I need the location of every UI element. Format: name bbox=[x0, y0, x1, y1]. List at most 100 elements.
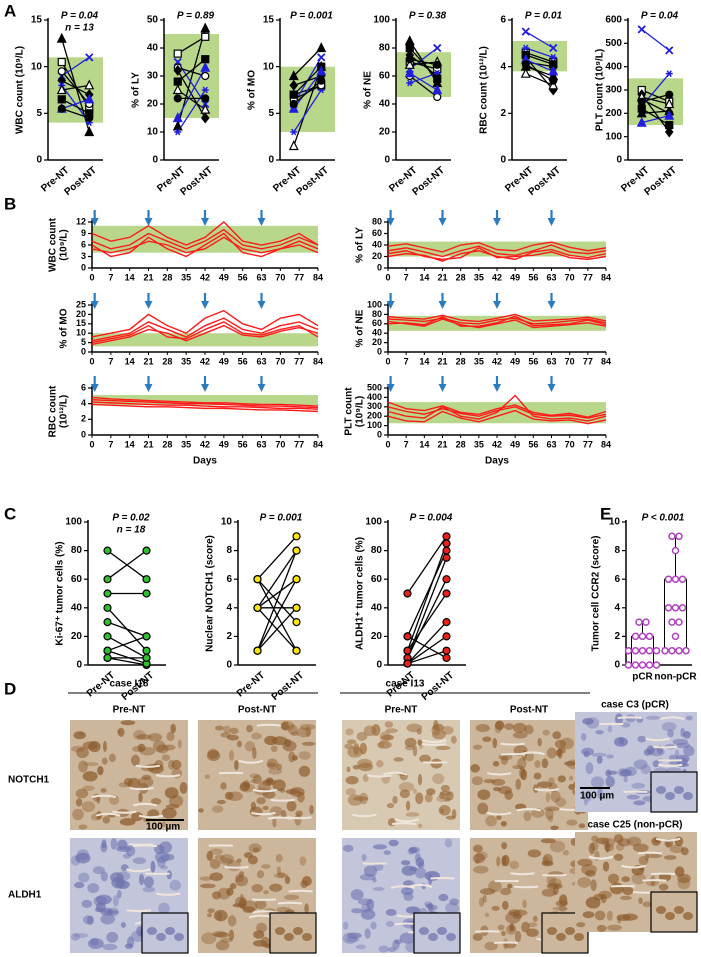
pair-line bbox=[406, 543, 448, 651]
cell bbox=[484, 912, 490, 918]
data-point bbox=[174, 128, 182, 136]
cell bbox=[668, 760, 680, 765]
data-point bbox=[289, 79, 299, 91]
data-point bbox=[201, 71, 210, 81]
cell bbox=[226, 887, 234, 896]
cell bbox=[226, 734, 239, 741]
cell bbox=[87, 882, 100, 894]
y-tick-label: 0 bbox=[377, 429, 382, 439]
data-point bbox=[433, 92, 442, 102]
pair-line bbox=[177, 67, 206, 119]
arrow-head bbox=[90, 384, 99, 392]
stroma bbox=[95, 812, 121, 817]
data-point bbox=[289, 99, 298, 109]
normal-range bbox=[512, 41, 567, 72]
cell bbox=[377, 741, 392, 749]
cell bbox=[72, 808, 84, 821]
cell bbox=[174, 933, 184, 941]
pair-line bbox=[409, 72, 438, 84]
y-axis-label: Ki-67⁺ tumor cells (%) bbox=[55, 541, 66, 645]
cell bbox=[353, 796, 369, 801]
cell bbox=[604, 844, 614, 852]
cell bbox=[536, 781, 553, 789]
cell bbox=[214, 854, 225, 860]
annotation: n = 13 bbox=[65, 23, 94, 34]
cell bbox=[76, 849, 90, 861]
series-line bbox=[91, 309, 319, 338]
y-tick-label: 0 bbox=[500, 155, 506, 166]
cell bbox=[256, 870, 265, 879]
arrow-head bbox=[547, 384, 556, 392]
data-point bbox=[317, 53, 326, 62]
cell bbox=[216, 799, 226, 805]
cell bbox=[568, 783, 575, 791]
cell bbox=[284, 876, 291, 884]
pair-line bbox=[177, 89, 206, 133]
data-point bbox=[85, 113, 94, 123]
x-tick-label: 77 bbox=[583, 439, 593, 449]
cell bbox=[597, 787, 603, 799]
cell bbox=[100, 913, 116, 925]
cell bbox=[605, 776, 615, 788]
cell bbox=[401, 865, 417, 876]
cell bbox=[658, 883, 669, 891]
x-tick-label: 63 bbox=[546, 356, 556, 366]
pair-line bbox=[406, 578, 448, 659]
pair-line bbox=[177, 66, 206, 77]
pair-line bbox=[61, 98, 90, 110]
y-axis-label: ALDH1⁺ tumor cells (%) bbox=[355, 537, 366, 650]
data-point bbox=[432, 84, 443, 95]
cell bbox=[370, 921, 377, 930]
data-point bbox=[442, 532, 451, 541]
cell bbox=[519, 767, 526, 779]
x-tick-label: 28 bbox=[456, 356, 466, 366]
data-point bbox=[675, 646, 683, 655]
data-point bbox=[549, 53, 557, 61]
cell bbox=[277, 872, 286, 878]
case-label: case I18 bbox=[110, 679, 149, 690]
y-tick-label: 6 bbox=[81, 382, 86, 392]
cell bbox=[74, 881, 85, 889]
data-point bbox=[56, 84, 67, 95]
cell bbox=[209, 848, 223, 855]
y-axis-label: PLT count bbox=[344, 387, 355, 436]
data-point bbox=[316, 42, 327, 53]
arrow-head bbox=[257, 384, 266, 392]
cell bbox=[557, 747, 563, 759]
data-point bbox=[642, 618, 650, 626]
pair-line bbox=[641, 108, 670, 126]
cell bbox=[166, 870, 172, 880]
cell bbox=[414, 867, 427, 879]
y-tick-label: 80 bbox=[371, 545, 383, 556]
cell bbox=[656, 906, 666, 914]
y-tick-label: 20 bbox=[379, 127, 391, 138]
cell bbox=[269, 806, 283, 817]
data-point bbox=[172, 112, 183, 123]
data-point bbox=[675, 618, 683, 626]
data-point bbox=[103, 603, 112, 612]
stroma bbox=[394, 818, 420, 823]
cell bbox=[438, 893, 449, 902]
cell bbox=[83, 762, 99, 767]
cell bbox=[596, 756, 603, 764]
cell bbox=[346, 936, 360, 943]
column-label: Pre-NT bbox=[113, 705, 146, 716]
cell bbox=[683, 730, 691, 739]
data-point bbox=[645, 632, 654, 641]
data-point bbox=[637, 97, 646, 106]
panel-label: C bbox=[4, 504, 16, 523]
y-axis-label: RBC count (10¹²/L) bbox=[479, 46, 490, 134]
cell bbox=[101, 757, 108, 765]
cell bbox=[142, 886, 156, 893]
cell bbox=[669, 844, 684, 854]
stroma bbox=[277, 901, 303, 905]
cell bbox=[209, 858, 221, 869]
pair-line bbox=[61, 108, 90, 119]
cell bbox=[542, 729, 550, 736]
cell bbox=[75, 798, 83, 807]
data-point bbox=[142, 646, 151, 655]
cell bbox=[287, 724, 298, 735]
data-point bbox=[548, 79, 559, 90]
cell bbox=[350, 889, 364, 901]
cell bbox=[78, 824, 88, 830]
